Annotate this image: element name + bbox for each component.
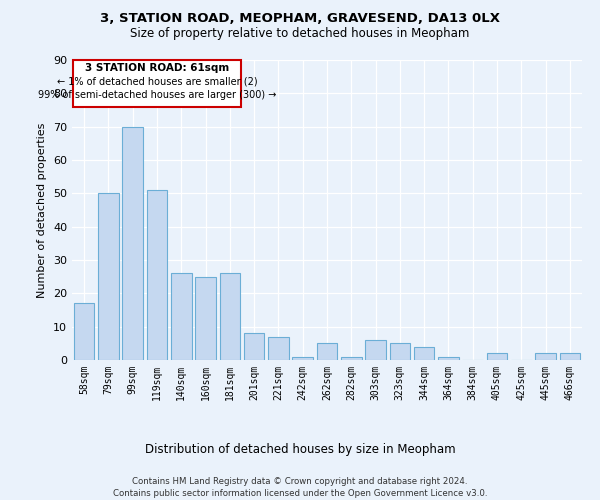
Text: ← 1% of detached houses are smaller (2): ← 1% of detached houses are smaller (2) (56, 76, 257, 86)
Y-axis label: Number of detached properties: Number of detached properties (37, 122, 47, 298)
Bar (365, 340, 386, 360)
Bar (341, 356, 362, 360)
Bar (560, 354, 580, 360)
Text: Size of property relative to detached houses in Meopham: Size of property relative to detached ho… (130, 28, 470, 40)
Bar (195, 276, 216, 360)
Bar (438, 356, 459, 360)
Bar (220, 274, 240, 360)
Bar (414, 346, 434, 360)
Bar (171, 274, 191, 360)
Text: 99% of semi-detached houses are larger (300) →: 99% of semi-detached houses are larger (… (38, 90, 276, 100)
Text: Contains HM Land Registry data © Crown copyright and database right 2024.: Contains HM Land Registry data © Crown c… (132, 478, 468, 486)
Text: Contains public sector information licensed under the Open Government Licence v3: Contains public sector information licen… (113, 489, 487, 498)
Bar (244, 334, 265, 360)
Bar (535, 354, 556, 360)
Bar (389, 344, 410, 360)
Text: 3, STATION ROAD, MEOPHAM, GRAVESEND, DA13 0LX: 3, STATION ROAD, MEOPHAM, GRAVESEND, DA1… (100, 12, 500, 26)
Text: 3 STATION ROAD: 61sqm: 3 STATION ROAD: 61sqm (85, 64, 229, 74)
Text: Distribution of detached houses by size in Meopham: Distribution of detached houses by size … (145, 442, 455, 456)
Bar (487, 354, 508, 360)
Bar (122, 126, 143, 360)
Bar (268, 336, 289, 360)
Bar (146, 190, 167, 360)
Bar (74, 304, 94, 360)
FancyBboxPatch shape (73, 60, 241, 106)
Bar (317, 344, 337, 360)
Bar (292, 356, 313, 360)
Bar (98, 194, 119, 360)
